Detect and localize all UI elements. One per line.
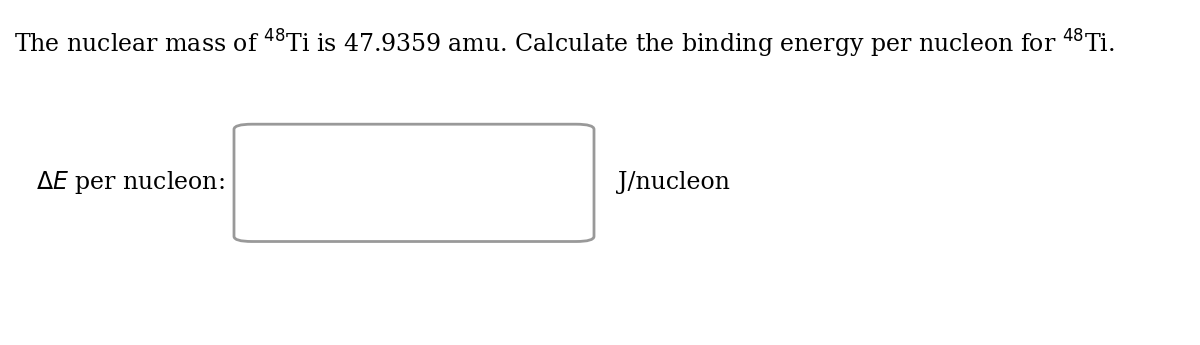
Text: The nuclear mass of $^{48}$Ti is 47.9359 amu. Calculate the binding energy per n: The nuclear mass of $^{48}$Ti is 47.9359… xyxy=(14,28,1115,60)
Text: $\Delta E$ per nucleon:: $\Delta E$ per nucleon: xyxy=(36,169,224,196)
Text: J/nucleon: J/nucleon xyxy=(618,171,730,194)
FancyBboxPatch shape xyxy=(234,124,594,241)
